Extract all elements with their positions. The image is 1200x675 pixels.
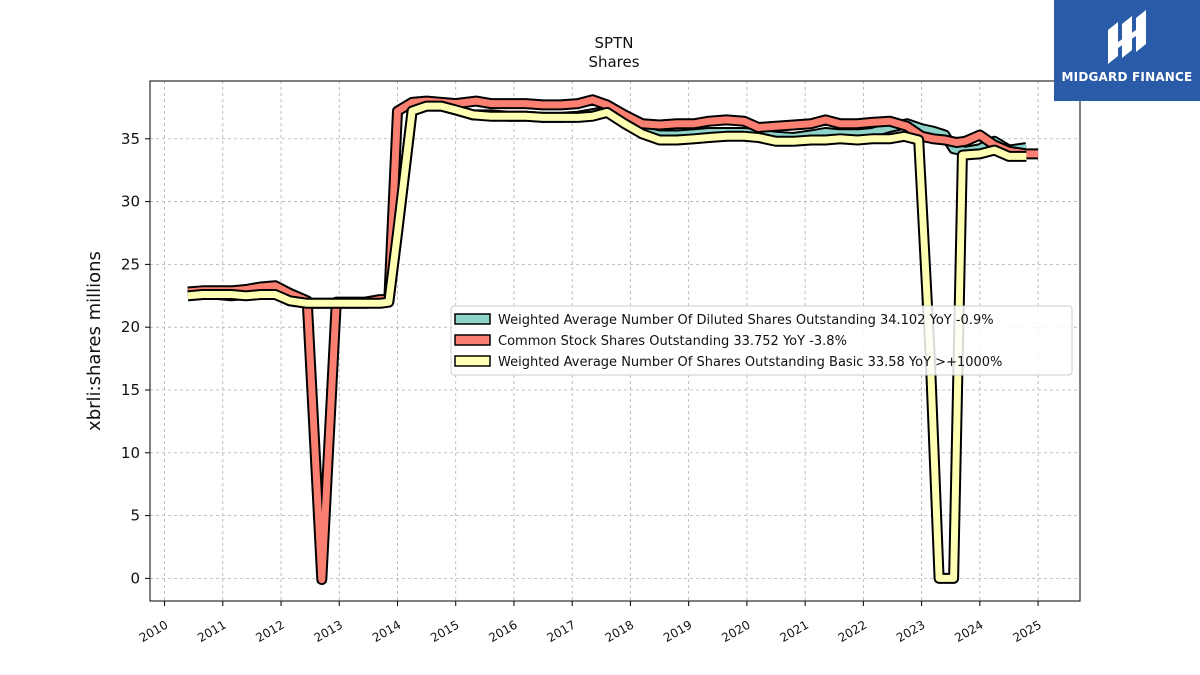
- y-tick-label: 10: [121, 444, 140, 462]
- y-tick-label: 30: [121, 193, 140, 211]
- x-tick-label: 2022: [836, 618, 869, 645]
- y-tick-label: 25: [121, 255, 140, 273]
- y-tick-label: 20: [121, 318, 140, 336]
- x-tick-label: 2013: [312, 618, 345, 645]
- brand-name: MIDGARD FINANCE: [1061, 70, 1193, 84]
- plot-frame: [149, 80, 1081, 602]
- x-tick-label: 2015: [428, 618, 461, 645]
- legend: Weighted Average Number Of Diluted Share…: [450, 305, 1073, 376]
- x-axis: 2010 2011 2012 2013 2014 2015 2016 2017 2018 2019…: [137, 601, 1044, 645]
- x-tick-label: 2024: [952, 618, 985, 645]
- legend-box: [450, 305, 1073, 376]
- x-tick-label: 2020: [719, 618, 752, 645]
- x-tick-label: 2014: [370, 618, 403, 645]
- brand-logo: MIDGARD FINANCE: [1054, 0, 1200, 101]
- x-tick-label: 2018: [603, 618, 636, 645]
- chart-subtitle: Shares: [588, 53, 639, 71]
- series-layer: [187, 94, 1039, 586]
- legend-swatch-0: [454, 313, 491, 325]
- x-tick-label: 2023: [894, 618, 927, 645]
- legend-swatch-2: [454, 355, 491, 367]
- series-line-1: [187, 96, 1039, 584]
- chart-title: SPTN: [595, 34, 634, 52]
- x-tick-label: 2016: [486, 618, 519, 645]
- y-axis: 0 5 10 15 20 25 30 35: [121, 130, 150, 587]
- legend-label-0: Weighted Average Number Of Diluted Share…: [498, 313, 994, 328]
- brand-mark-icon: [1108, 10, 1146, 64]
- x-tick-label: 2019: [661, 618, 694, 645]
- legend-label-2: Weighted Average Number Of Shares Outsta…: [498, 355, 1002, 370]
- x-tick-label: 2025: [1010, 618, 1043, 645]
- y-tick-label: 5: [130, 507, 140, 525]
- x-tick-label: 2010: [137, 618, 170, 645]
- y-tick-label: 15: [121, 381, 140, 399]
- y-axis-label: xbrli:shares millions: [84, 251, 105, 431]
- x-tick-label: 2017: [545, 618, 578, 645]
- legend-swatch-1: [454, 334, 491, 346]
- y-tick-label: 0: [130, 569, 140, 587]
- x-tick-label: 2021: [778, 618, 811, 645]
- x-tick-label: 2011: [195, 618, 228, 645]
- y-tick-label: 35: [121, 130, 140, 148]
- series-line-2: [187, 102, 1027, 582]
- legend-label-1: Common Stock Shares Outstanding 33.752 Y…: [498, 334, 847, 349]
- x-tick-label: 2012: [253, 618, 286, 645]
